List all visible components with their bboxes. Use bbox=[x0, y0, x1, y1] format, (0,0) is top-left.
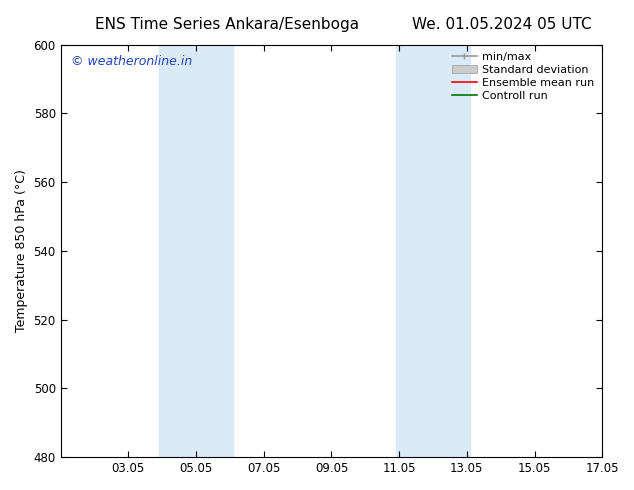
Y-axis label: Temperature 850 hPa (°C): Temperature 850 hPa (°C) bbox=[15, 170, 28, 332]
Text: © weatheronline.in: © weatheronline.in bbox=[72, 55, 193, 68]
Legend: min/max, Standard deviation, Ensemble mean run, Controll run: min/max, Standard deviation, Ensemble me… bbox=[450, 50, 597, 103]
Bar bbox=[396, 45, 470, 457]
Bar bbox=[159, 45, 233, 457]
Text: ENS Time Series Ankara/Esenboga: ENS Time Series Ankara/Esenboga bbox=[95, 17, 359, 32]
Text: We. 01.05.2024 05 UTC: We. 01.05.2024 05 UTC bbox=[412, 17, 592, 32]
